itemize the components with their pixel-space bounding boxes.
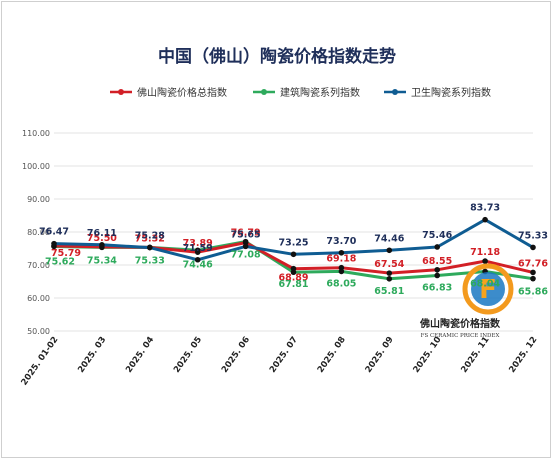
data-label: 68.89	[278, 273, 308, 284]
legend: 佛山陶瓷价格总指数 建筑陶瓷系列指数 卫生陶瓷系列指数	[110, 86, 491, 99]
logo-inner-icon	[471, 272, 505, 306]
data-point	[99, 242, 105, 248]
data-label: 67.54	[374, 259, 404, 270]
y-tick-label: 70.00	[27, 261, 50, 270]
data-label: 66.83	[422, 282, 452, 293]
logo-name: 佛山陶瓷价格指数	[419, 317, 501, 330]
data-point	[194, 249, 201, 255]
data-label: 75.65	[231, 229, 261, 240]
y-tick-label: 90.00	[27, 195, 50, 204]
data-label: 67.76	[518, 258, 548, 269]
y-axis: 50.00 60.00 70.00 80.00 90.00 100.00 110.00	[22, 129, 50, 336]
data-point	[290, 265, 297, 272]
data-label: 65.81	[374, 286, 404, 297]
data-point	[386, 276, 393, 282]
data-label: 68.55	[422, 256, 452, 267]
data-label: 76.79	[231, 228, 261, 239]
legend-marker	[392, 89, 398, 95]
logo: F 佛山陶瓷价格指数 FS CERAMIC PRICE INDEX	[419, 263, 514, 339]
y-tick-label: 110.00	[22, 129, 50, 138]
data-point	[530, 275, 536, 282]
data-label: 75.32	[135, 233, 165, 244]
data-label: 75.33	[135, 255, 165, 266]
x-tick-label: 2025. 09	[364, 335, 396, 375]
y-tick-label: 60.00	[27, 294, 50, 303]
data-point	[242, 243, 249, 250]
legend-marker	[118, 89, 124, 95]
data-point	[290, 251, 297, 258]
x-tick-label: 2025. 05	[172, 335, 204, 375]
data-label: 76.11	[87, 228, 117, 239]
data-label: 71.59	[183, 243, 213, 254]
legend-label: 建筑陶瓷系列指数	[280, 86, 360, 99]
data-label: 76.47	[39, 227, 69, 238]
data-point	[482, 258, 488, 264]
data-point	[434, 272, 441, 279]
data-labels: 75.79 75.50 75.32 73.89 76.79 68.89 69.18 67.54…	[39, 203, 548, 298]
grid-lines	[54, 132, 533, 332]
series-lines	[51, 216, 536, 282]
x-axis: 2025. 01-02 2025. 03 2025. 04 2025. 05 2025.…	[20, 335, 540, 388]
data-point	[194, 256, 201, 263]
data-point	[434, 266, 441, 273]
data-label: 71.18	[470, 247, 500, 258]
x-tick-label: 2025. 08	[316, 335, 348, 375]
data-point	[386, 247, 393, 254]
data-point	[434, 244, 441, 250]
y-tick-label: 50.00	[27, 327, 50, 336]
data-point	[147, 244, 153, 251]
x-tick-label: 2025. 12	[507, 335, 539, 375]
data-point	[530, 244, 536, 251]
data-label: 75.34	[87, 255, 117, 266]
data-label: 75.79	[51, 248, 81, 259]
data-label: 74.46	[374, 233, 404, 244]
x-tick-label: 2025. 04	[124, 335, 156, 375]
data-label: 67.81	[278, 279, 308, 290]
x-tick-label: 2025. 03	[76, 335, 108, 375]
data-label: 75.62	[45, 256, 75, 267]
y-tick-label: 80.00	[27, 228, 50, 237]
data-label: 75.28	[135, 231, 165, 242]
data-point	[338, 264, 345, 271]
y-tick-label: 100.00	[22, 162, 50, 171]
data-label: 73.25	[278, 237, 308, 248]
data-label: 68.04	[470, 278, 500, 289]
data-point	[338, 249, 345, 256]
data-label: 75.46	[422, 230, 452, 241]
x-tick-label: 2025. 01-02	[20, 335, 61, 388]
data-label: 83.73	[470, 203, 500, 214]
legend-label: 佛山陶瓷价格总指数	[137, 86, 227, 99]
data-point	[386, 270, 393, 276]
x-tick-label: 2025. 07	[268, 335, 300, 375]
data-point	[530, 269, 536, 276]
data-point	[51, 240, 57, 247]
data-label: 68.05	[326, 278, 356, 289]
data-label: 73.89	[183, 238, 213, 249]
data-point	[482, 216, 488, 223]
logo-subtitle: FS CERAMIC PRICE INDEX	[421, 333, 500, 339]
x-tick-label: 2025. 11	[459, 335, 491, 375]
data-label: 75.50	[87, 233, 117, 244]
data-label: 75.33	[518, 230, 548, 241]
data-label: 74.46	[183, 259, 213, 270]
x-tick-label: 2025. 10	[412, 335, 444, 375]
data-label: 73.70	[326, 236, 356, 247]
legend-marker	[261, 89, 267, 95]
data-label: 77.08	[231, 250, 261, 261]
chart-title: 中国（佛山）陶瓷价格指数走势	[158, 46, 396, 67]
legend-label: 卫生陶瓷系列指数	[411, 86, 491, 99]
data-label: 69.18	[326, 254, 356, 265]
data-label: 65.86	[518, 287, 548, 298]
x-tick-label: 2025. 06	[220, 335, 252, 375]
logo-ring-icon	[462, 263, 514, 315]
logo-glyph: F	[479, 275, 497, 305]
